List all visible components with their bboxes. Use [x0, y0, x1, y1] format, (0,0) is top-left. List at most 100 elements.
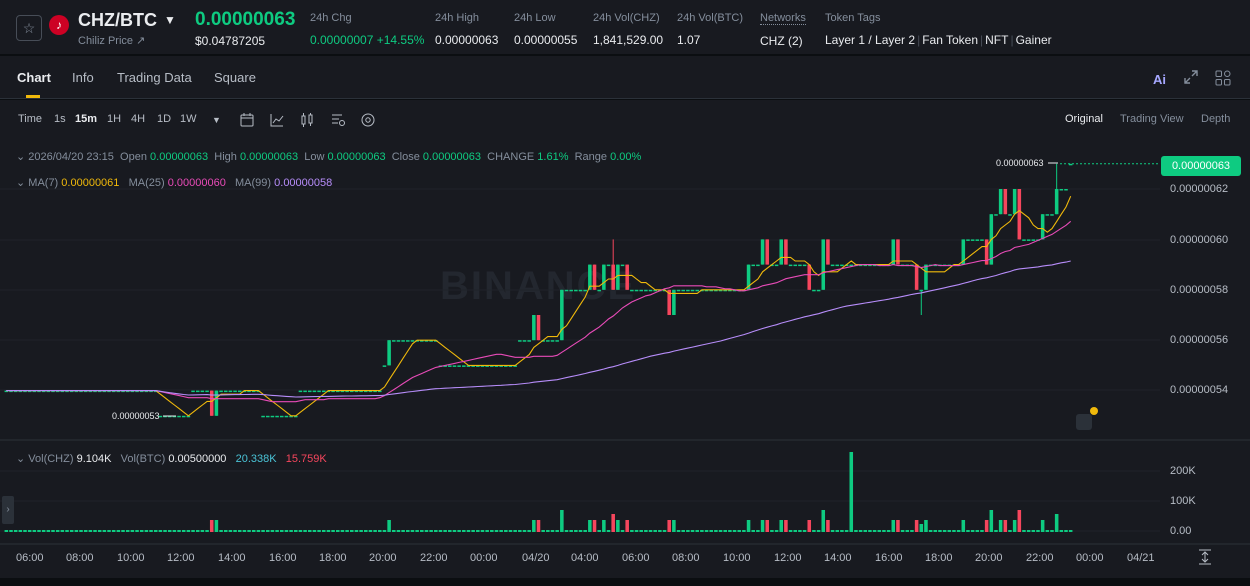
token-tag[interactable]: Gainer [1015, 33, 1052, 47]
candle-body [541, 340, 545, 342]
volume-bar [1003, 520, 1008, 532]
expand-icon[interactable] [1184, 70, 1198, 84]
ohlc-legend-collapse-icon[interactable]: ⌄ [16, 151, 26, 163]
volume-bar [672, 520, 676, 532]
chart-panel[interactable] [0, 140, 1250, 578]
volume-bar [69, 530, 74, 532]
timeframe-4h[interactable]: 4H [131, 113, 146, 125]
volume-bar [335, 530, 340, 532]
timeframe-time[interactable]: Time [18, 113, 43, 125]
volume-bar [980, 530, 984, 532]
volume-bar [1040, 520, 1045, 532]
candle-body [41, 390, 46, 393]
timeframe-more-caret-icon[interactable]: ▼ [212, 115, 221, 125]
candle-body [1059, 189, 1064, 191]
volume-bar [228, 530, 233, 532]
ai-icon[interactable]: Ai [1153, 72, 1166, 87]
scale-reset-icon[interactable] [1198, 549, 1212, 565]
stat-label: 24h Low [514, 12, 556, 24]
candle-body [139, 390, 144, 393]
candle-body [756, 264, 760, 267]
collapse-panel-arrow-icon[interactable]: › [2, 496, 14, 524]
volume-bar [237, 530, 242, 532]
timeframe-1s[interactable]: 1s [54, 113, 66, 125]
candle-body [933, 264, 938, 267]
volume-bar [466, 530, 471, 532]
volume-bar [569, 530, 573, 532]
view-depth[interactable]: Depth [1201, 113, 1231, 125]
candlestick-type-icon[interactable] [299, 112, 315, 128]
candle-body [209, 390, 214, 416]
timeframe-1h[interactable]: 1H [107, 113, 122, 125]
volume-bar [765, 520, 770, 532]
volume-bar [23, 530, 27, 532]
volume-legend-collapse-icon[interactable]: ⌄ [16, 453, 26, 465]
token-tag[interactable]: Layer 1 / Layer 2 [825, 33, 916, 47]
time-axis-label: 06:00 [16, 552, 44, 564]
volume-bar [378, 530, 382, 532]
volume-bar [658, 530, 662, 532]
volume-bar [723, 530, 727, 532]
volume-bar [784, 520, 788, 532]
content-tabs: Chart Info Trading Data Square [0, 56, 1250, 99]
stat-label: 24h Vol(CHZ) [593, 12, 660, 24]
volume-bar [37, 530, 41, 532]
volume-bar [630, 530, 634, 532]
candle-body [1068, 163, 1073, 166]
volume-bar [606, 530, 611, 532]
target-settings-icon[interactable] [360, 112, 376, 128]
volume-bar [872, 530, 877, 532]
candle-body [751, 264, 756, 267]
view-trading-view[interactable]: Trading View [1120, 113, 1184, 125]
candle-body [802, 264, 807, 267]
time-axis-label: 12:00 [774, 552, 802, 564]
favorite-star-icon[interactable]: ☆ [16, 15, 42, 41]
alert-bell-icon[interactable] [1076, 414, 1092, 430]
price-volume-chart[interactable] [0, 140, 1250, 578]
volume-bar [476, 530, 480, 532]
timeframe-15m[interactable]: 15m [75, 113, 98, 125]
candle-body [807, 264, 812, 290]
tab-info[interactable]: Info [72, 70, 94, 85]
candle-body [251, 390, 256, 393]
candle-body [588, 264, 592, 290]
current-price-tag: 0.00000063 [1161, 156, 1241, 176]
binance-watermark: BINANCE [440, 264, 637, 308]
candle-body [97, 390, 102, 393]
coin-price-link[interactable]: Chiliz Price ↗ [78, 35, 146, 47]
layout-grid-icon[interactable] [1215, 70, 1231, 86]
indicator-line-icon[interactable] [269, 112, 285, 128]
candle-body [158, 415, 163, 418]
time-axis-label: 00:00 [1076, 552, 1104, 564]
tab-square[interactable]: Square [214, 70, 256, 85]
view-original[interactable]: Original [1065, 113, 1103, 125]
volume-bar [1008, 530, 1012, 532]
timeframe-1w[interactable]: 1W [180, 113, 197, 125]
volume-bar [303, 530, 307, 532]
volume-bar [662, 530, 667, 532]
token-tag[interactable]: Fan Token [922, 33, 979, 47]
calendar-icon[interactable] [239, 112, 255, 128]
volume-bar [919, 524, 924, 532]
candle-body [466, 365, 471, 367]
timeframe-1d[interactable]: 1D [157, 113, 172, 125]
ma-legend-collapse-icon[interactable]: ⌄ [16, 177, 26, 189]
volume-bar [93, 530, 97, 532]
usd-price: $0.04787205 [195, 34, 266, 48]
chart-settings-icon[interactable] [330, 112, 346, 128]
volume-bar [340, 530, 345, 532]
volume-bar [564, 530, 569, 532]
token-tag[interactable]: NFT [985, 33, 1009, 47]
tab-chart[interactable]: Chart [17, 70, 51, 85]
volume-bar [51, 530, 55, 532]
stat-networks[interactable]: Networks CHZ (2) [760, 12, 806, 48]
volume-bar [798, 530, 802, 532]
volume-bar [966, 530, 970, 532]
volume-bar [555, 530, 559, 532]
candle-body [998, 189, 1003, 215]
pair-dropdown-caret-icon[interactable]: ▼ [164, 13, 176, 27]
volume-bar [527, 530, 531, 532]
volume-bar [209, 520, 214, 532]
tab-trading-data[interactable]: Trading Data [117, 70, 192, 85]
pair-symbol[interactable]: CHZ/BTC [78, 10, 157, 30]
